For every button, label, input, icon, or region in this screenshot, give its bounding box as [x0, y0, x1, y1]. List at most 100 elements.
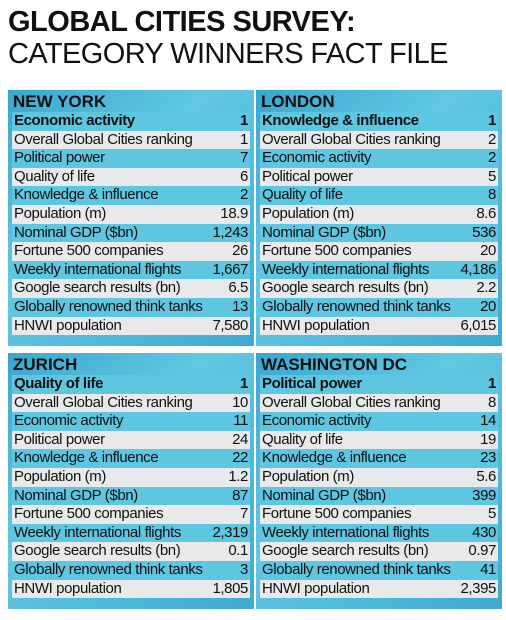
city-panel: WASHINGTON DC Political power 1 Overall Glo…	[256, 353, 502, 609]
fact-row: Fortune 500 companies 7	[12, 505, 250, 524]
fact-value: 536	[472, 223, 496, 241]
fact-value: 1	[240, 375, 248, 392]
fact-value: 399	[472, 486, 496, 504]
fact-label: Economic activity	[14, 112, 135, 129]
fact-value: 14	[480, 412, 496, 430]
fact-row: Quality of life 19	[260, 430, 498, 450]
fact-label: Globally renowned think tanks	[14, 560, 203, 578]
fact-label: Weekly international flights	[262, 260, 429, 278]
fact-value: 19	[480, 430, 496, 448]
fact-value: 1,243	[212, 223, 248, 241]
fact-row: Globally renowned think tanks 3	[12, 560, 250, 580]
city-name: LONDON	[261, 92, 335, 111]
fact-row: Globally renowned think tanks 41	[260, 560, 498, 580]
fact-value: 24	[232, 430, 248, 448]
fact-label: Nominal GDP ($bn)	[14, 486, 138, 504]
fact-row: Google search results (bn) 0.1	[12, 542, 250, 561]
fact-value: 5	[488, 505, 496, 523]
fact-value: 7,580	[212, 316, 248, 334]
fact-label: Quality of life	[262, 430, 343, 448]
fact-value: 6,015	[460, 316, 496, 334]
subtitle: CATEGORY WINNERS FACT FILE	[8, 38, 448, 70]
fact-label: Weekly international flights	[14, 523, 181, 541]
fact-label: Nominal GDP ($bn)	[262, 486, 386, 504]
fact-label: Google search results (bn)	[14, 279, 181, 297]
fact-row: Overall Global Cities ranking 2	[260, 130, 498, 150]
fact-value: 2,319	[212, 523, 248, 541]
fact-label: Economic activity	[14, 412, 124, 430]
title: GLOBAL CITIES SURVEY:	[8, 6, 356, 38]
fact-value: 3	[240, 560, 248, 578]
fact-row: Weekly international flights 2,319	[12, 523, 250, 543]
fact-label: Google search results (bn)	[262, 279, 429, 297]
fact-label: HNWI population	[14, 579, 122, 597]
fact-value: 8	[488, 186, 496, 204]
fact-label: Political power	[14, 149, 105, 167]
fact-label: Quality of life	[14, 167, 95, 185]
fact-row: Economic activity 11	[12, 412, 250, 431]
fact-value: 2	[488, 149, 496, 167]
fact-row: Globally renowned think tanks 13	[12, 297, 250, 317]
fact-value: 6	[240, 167, 248, 185]
fact-label: Overall Global Cities ranking	[262, 393, 441, 411]
fact-label: Political power	[262, 375, 362, 392]
fact-row: Weekly international flights 1,667	[12, 260, 250, 280]
fact-label: Quality of life	[14, 375, 104, 392]
fact-value: 20	[480, 242, 496, 260]
fact-value: 6.5	[228, 279, 248, 297]
fact-value: 1,667	[212, 260, 248, 278]
fact-row: Fortune 500 companies 26	[12, 242, 250, 261]
fact-row: Quality of life 1	[12, 375, 250, 394]
city-name: NEW YORK	[13, 92, 107, 111]
fact-label: Globally renowned think tanks	[262, 297, 451, 315]
fact-label: Political power	[14, 430, 105, 448]
fact-value: 4,186	[460, 260, 496, 278]
fact-value: 430	[472, 523, 496, 541]
fact-value: 7	[240, 505, 248, 523]
fact-row: Population (m) 18.9	[12, 204, 250, 224]
fact-label: Population (m)	[262, 204, 354, 222]
fact-value: 1	[240, 112, 248, 129]
fact-label: Knowledge & influence	[262, 449, 407, 467]
fact-value: 1	[488, 112, 496, 129]
fact-label: Nominal GDP ($bn)	[262, 223, 386, 241]
city-panel: NEW YORK Economic activity 1 Overall Global…	[8, 90, 254, 346]
fact-row: Knowledge & influence 23	[260, 449, 498, 468]
fact-row: HNWI population 1,805	[12, 579, 250, 599]
fact-label: Fortune 500 companies	[14, 505, 164, 523]
fact-row: Economic activity 1	[12, 112, 250, 131]
fact-label: Knowledge & influence	[262, 112, 419, 129]
fact-row: Nominal GDP ($bn) 1,243	[12, 223, 250, 243]
fact-value: 8.6	[476, 204, 496, 222]
fact-label: Weekly international flights	[14, 260, 181, 278]
fact-row: HNWI population 6,015	[260, 316, 498, 336]
fact-value: 2	[488, 130, 496, 148]
fact-label: Economic activity	[262, 412, 372, 430]
fact-label: Globally renowned think tanks	[14, 297, 203, 315]
fact-value: 2.2	[476, 279, 496, 297]
fact-value: 5.6	[476, 467, 496, 485]
fact-label: Fortune 500 companies	[262, 242, 412, 260]
city-panel: LONDON Knowledge & influence 1 Overall Glob…	[256, 90, 502, 346]
fact-label: Google search results (bn)	[14, 542, 181, 560]
fact-value: 1.2	[228, 467, 248, 485]
fact-row: Economic activity 14	[260, 412, 498, 431]
fact-value: 1	[240, 130, 248, 148]
fact-row: Fortune 500 companies 5	[260, 505, 498, 524]
fact-value: 26	[232, 242, 248, 260]
fact-value: 5	[488, 167, 496, 185]
fact-row: Globally renowned think tanks 20	[260, 297, 498, 317]
fact-row: Fortune 500 companies 20	[260, 242, 498, 261]
fact-row: Google search results (bn) 0.97	[260, 542, 498, 561]
fact-row: Population (m) 8.6	[260, 204, 498, 224]
fact-value: 10	[232, 393, 248, 411]
city-name: WASHINGTON DC	[261, 355, 408, 374]
fact-row: Weekly international flights 430	[260, 523, 498, 543]
fact-value: 87	[232, 486, 248, 504]
fact-row: HNWI population 7,580	[12, 316, 250, 336]
fact-row: Quality of life 6	[12, 167, 250, 187]
fact-row: Quality of life 8	[260, 186, 498, 205]
fact-label: Population (m)	[14, 204, 106, 222]
fact-row: Google search results (bn) 2.2	[260, 279, 498, 298]
